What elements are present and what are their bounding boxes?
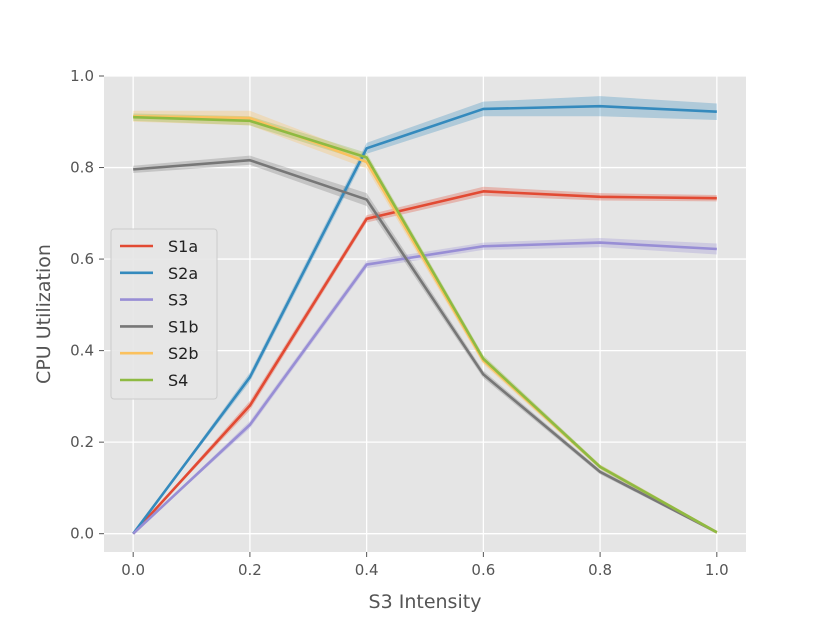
- legend-label-s2b: S2b: [168, 344, 199, 363]
- legend-label-s4: S4: [168, 371, 188, 390]
- x-axis-label: S3 Intensity: [369, 591, 482, 613]
- x-tick-label: 0.6: [471, 561, 495, 579]
- y-tick-label: 0.0: [70, 525, 94, 543]
- x-tick-label: 0.4: [355, 561, 379, 579]
- legend-frame: [110, 228, 218, 400]
- legend-label-s3: S3: [168, 291, 188, 310]
- y-tick-label: 0.2: [70, 433, 94, 451]
- legend-label-s2a: S2a: [168, 264, 198, 283]
- y-tick-label: 0.8: [70, 159, 94, 177]
- legend-label-s1a: S1a: [168, 237, 198, 256]
- y-tick-label: 0.6: [70, 250, 94, 268]
- legend-label-s1b: S1b: [168, 317, 199, 336]
- x-tick-label: 0.8: [588, 561, 612, 579]
- series-line-s4: [133, 115, 718, 534]
- series-line-s1a: [132, 190, 717, 535]
- x-ticks: 0.0 0.2 0.4 0.6 0.8 1.0: [121, 552, 729, 579]
- y-tick-label: 1.0: [70, 67, 94, 85]
- x-tick-label: 1.0: [705, 561, 729, 579]
- legend: S1a S2a S3 S1b S2b S4: [110, 228, 218, 400]
- series-line-s2a: [132, 104, 717, 535]
- y-ticks: 0.0 0.2 0.4 0.6 0.8 1.0: [70, 67, 104, 543]
- x-tick-label: 0.2: [238, 561, 262, 579]
- x-tick-label: 0.0: [121, 561, 145, 579]
- series-line-s1b: [133, 158, 718, 534]
- y-axis-label: CPU Utilization: [33, 244, 55, 384]
- series-lines: [132, 104, 718, 535]
- series-line-s3: [132, 241, 717, 535]
- y-tick-label: 0.4: [70, 342, 94, 360]
